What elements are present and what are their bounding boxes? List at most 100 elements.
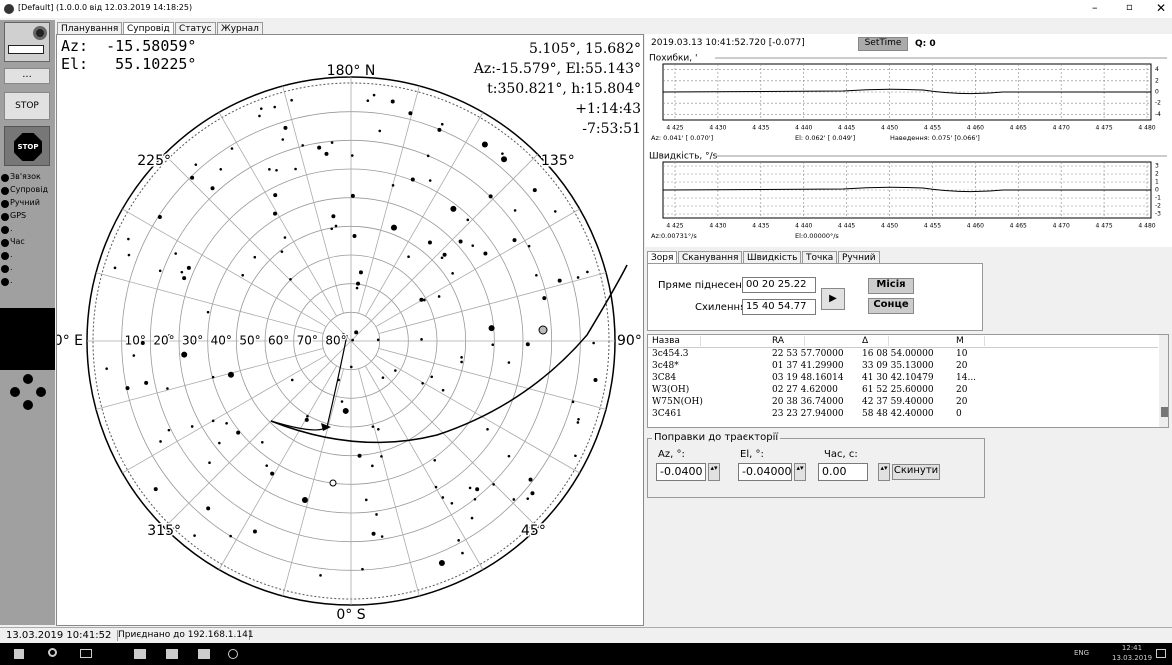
taskbar-app-4[interactable] [228,649,238,659]
table-row[interactable]: W3(OH) 02 27 4.62000 61 52 25.60000 20 [648,385,1158,397]
stop-button[interactable]: STOP [4,92,50,120]
ra-input[interactable]: 00 20 25.22 [742,277,816,293]
taskbar-app-1[interactable] [134,649,146,659]
indicator-label: Ручний [10,198,40,207]
main-tab[interactable]: Статус [175,22,216,34]
star [483,251,488,256]
star [206,310,210,314]
dec-input[interactable]: 15 40 54.77 [742,299,816,315]
table-cell: 14... [956,373,977,383]
star [174,252,177,255]
stop-sign-button[interactable]: STOP [4,126,50,166]
minimize[interactable]: – [1092,1,1098,14]
taskbar-app-2[interactable] [166,649,178,659]
reset-button[interactable]: Скинути [892,464,940,480]
joystick-icon[interactable] [8,372,48,412]
star [507,361,511,364]
sun-button[interactable]: Сонце [868,298,914,314]
star [350,193,355,198]
sub-tab[interactable]: Ручний [838,251,880,263]
star [430,375,434,379]
title-bar: [Default] (1.0.0.0 від 12.03.2019 14:18:… [0,0,1172,18]
sky-info-line: t:350.821°, h:15.804° [487,81,641,97]
star [419,297,424,302]
az-spin[interactable]: ▴▾ [708,463,720,481]
table-row[interactable]: 3C461 23 23 27.94000 58 48 42.40000 0 [648,409,1158,421]
elevation-label: 70° [297,334,318,348]
y-tick-label: -4 [1155,111,1161,118]
azimuth-line [364,112,484,317]
table-row[interactable]: 3c454.3 22 53 57.70000 16 08 54.00000 10 [648,349,1158,361]
time-spin[interactable]: ▴▾ [878,463,890,481]
chart-footer: El: 0.062' [ 0.049'] [795,134,855,142]
signal-line [662,88,1151,95]
taskbar-app-3[interactable] [198,649,210,659]
azimuth-line [218,365,338,570]
trajectory-arrow [321,423,331,431]
table-row[interactable]: 3c48* 01 37 41.29900 33 09 35.13000 20 [648,361,1158,373]
star [526,497,530,500]
table-cell: W75N(OH) [652,397,703,407]
sub-tab[interactable]: Зоря [647,251,678,263]
direction-label: 0° S [336,607,365,623]
sub-tab[interactable]: Сканування [678,251,743,263]
el-spin[interactable]: ▴▾ [794,463,806,481]
table-cell: 58 48 42.40000 [862,409,934,419]
star [358,270,363,275]
indicator-label: GPS [10,211,27,220]
main-tab[interactable]: Планування [57,22,123,34]
star [532,188,537,193]
sky-panel: 180° N 135° 90° W 45° 0° S 315° 270° E 225° 10° 2… [34,34,662,626]
start-button[interactable] [14,649,24,659]
scrollbar[interactable] [1159,335,1168,427]
device-icon [4,22,50,62]
star [460,360,463,364]
el-input[interactable]: -0.04000 [738,463,792,481]
menu-button[interactable]: ... [4,68,50,84]
time-label: Час, с: [824,449,858,460]
star [481,141,488,148]
table-cell: 20 [956,361,968,371]
sub-tab[interactable]: Точка [802,251,838,263]
elevation-label: 20° [153,334,174,348]
star [466,218,470,222]
star [281,138,285,141]
x-tick-label: 4 440 [795,223,812,230]
az-input[interactable]: -0.0400 [656,463,706,481]
task-view[interactable] [80,649,92,658]
azimuth-line [364,365,484,570]
ra-label: Пряме піднесення: [658,280,758,291]
sky-info-line: -7:53:51 [582,121,641,137]
indicator: GPS [0,211,55,223]
star [440,122,444,126]
azimuth-line [358,85,420,314]
lower-panel: Зоря Сканування Швидкість Точка Ручний Пряме… [645,247,1172,626]
x-tick-label: 4 480 [1138,223,1155,230]
settime-button[interactable]: SetTime [858,37,908,51]
maximize[interactable]: ▫ [1126,2,1133,13]
star [167,428,171,432]
tray-lang[interactable]: ENG [1074,649,1090,657]
x-tick-label: 4 440 [795,125,812,132]
star [166,387,169,390]
table-cell: 0 [956,409,962,419]
star [513,209,517,212]
time-input[interactable]: 0.00 [818,463,868,481]
sub-tab[interactable]: Швидкість [743,251,802,263]
table-row[interactable]: 3C84 03 19 48.16014 41 30 42.10479 14... [648,373,1158,385]
star [427,240,432,245]
mission-button[interactable]: Місія [868,278,914,294]
main-tab[interactable]: Журнал [217,22,263,34]
search[interactable] [48,648,57,657]
close[interactable]: ✕ [1156,1,1167,15]
star [364,498,368,502]
table-cell: 22 53 57.70000 [772,349,844,359]
notifications[interactable] [1156,649,1166,658]
star [441,388,445,392]
go-button[interactable]: ▶ [821,288,845,310]
star [592,341,595,345]
table-row[interactable]: W75N(OH) 20 38 36.74000 42 37 59.40000 20 [648,397,1158,409]
star [530,491,535,496]
main-tab[interactable]: Супровід [123,22,174,34]
star [225,421,228,425]
